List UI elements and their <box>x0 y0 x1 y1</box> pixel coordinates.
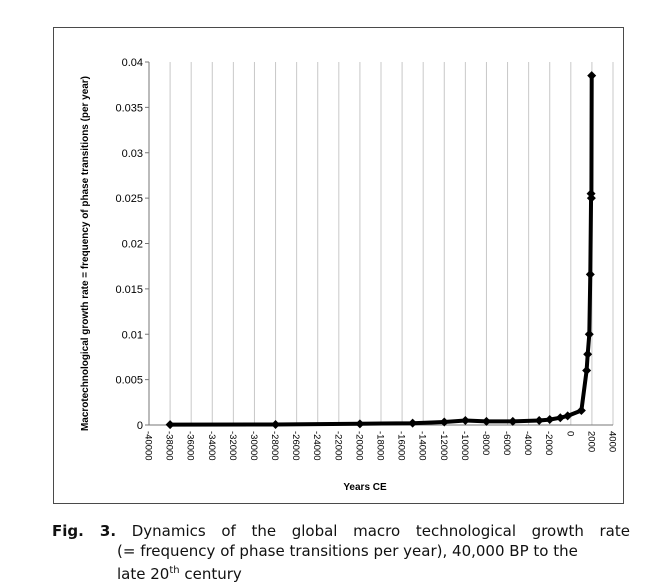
y-tick-label: 0.01 <box>122 329 143 341</box>
x-tick-label: -20000 <box>353 431 364 461</box>
series <box>165 71 597 430</box>
axes <box>145 61 613 426</box>
x-tick-label: -24000 <box>311 431 322 461</box>
data-point-marker <box>586 193 596 203</box>
caption-line-1: Fig. 3. Dynamics of the global macro tec… <box>52 521 630 541</box>
series-line <box>170 75 594 427</box>
x-tick-label: 0 <box>564 431 575 436</box>
line-chart: 0 0.005 0.01 0.015 0.02 0.025 0.03 0.035 0.04 -4… <box>80 57 618 493</box>
x-tick-label: 2000 <box>585 431 596 452</box>
x-tick-label: -18000 <box>375 431 386 461</box>
caption-line-2: (= frequency of phase transitions per ye… <box>117 542 578 560</box>
data-point-marker <box>481 416 491 426</box>
y-axis-title: Macrotechnological growth rate = frequen… <box>80 76 91 431</box>
x-tick-label: -36000 <box>185 431 196 461</box>
data-point-marker <box>165 420 175 430</box>
data-point-marker <box>584 329 594 339</box>
x-tick-label: -2000 <box>543 431 554 455</box>
data-point-marker <box>545 415 555 425</box>
x-tick-label: -34000 <box>206 431 217 461</box>
y-tick-label: 0.04 <box>122 57 143 69</box>
x-tick-label: 4000 <box>607 431 618 452</box>
x-tick-label: -8000 <box>480 431 491 455</box>
y-tick-label: 0.015 <box>115 284 143 296</box>
x-tick-label: -32000 <box>227 431 238 461</box>
data-point-marker <box>576 405 586 415</box>
figure-caption: Fig. 3. Dynamics of the global macro tec… <box>52 521 632 584</box>
data-point-marker <box>583 349 593 359</box>
y-tick-labels: 0 0.005 0.01 0.015 0.02 0.025 0.03 0.035 0.04 <box>115 57 143 432</box>
x-tick-label: -14000 <box>417 431 428 461</box>
x-tick-label: -38000 <box>164 431 175 461</box>
x-axis-title: Years CE <box>343 482 387 493</box>
data-point-marker <box>408 418 418 428</box>
data-point-marker <box>555 413 565 423</box>
caption-line-3: late 20th century <box>52 561 632 584</box>
x-tick-label: -12000 <box>438 431 449 461</box>
x-tick-labels: -40000 -38000 -36000 -34000 -32000 -30000 -280… <box>143 431 618 461</box>
x-tick-label: -6000 <box>501 431 512 455</box>
x-tick-label: -4000 <box>522 431 533 455</box>
data-point-marker <box>534 415 544 425</box>
data-point-marker <box>355 419 365 429</box>
y-tick-label: 0.03 <box>122 148 143 160</box>
caption-text-3b: century <box>179 565 242 583</box>
data-point-marker <box>460 415 470 425</box>
x-tick-label: -10000 <box>459 431 470 461</box>
caption-text-3a: late 20 <box>117 565 170 583</box>
y-tick-label: 0 <box>137 420 143 432</box>
data-point-marker <box>439 417 449 427</box>
x-tick-label: -22000 <box>332 431 343 461</box>
data-point-marker <box>585 269 595 279</box>
x-tick-label: -28000 <box>269 431 280 461</box>
caption-superscript: th <box>169 565 180 576</box>
x-tick-label: -26000 <box>290 431 301 461</box>
data-point-marker <box>563 411 573 421</box>
x-tick-label: -16000 <box>396 431 407 461</box>
y-tick-label: 0.02 <box>122 239 143 251</box>
y-tick-label: 0.025 <box>115 193 143 205</box>
data-point-marker <box>582 366 592 376</box>
grid <box>169 62 614 425</box>
figure-label: Fig. 3. <box>52 522 117 540</box>
data-point-marker <box>508 416 518 426</box>
caption-text-1: Dynamics of the global macro technologic… <box>131 522 630 540</box>
x-tick-label: -30000 <box>248 431 259 461</box>
chart-frame: 0 0.005 0.01 0.015 0.02 0.025 0.03 0.035 0.04 -4… <box>53 27 624 504</box>
y-tick-label: 0.005 <box>115 375 143 387</box>
x-tick-label: -40000 <box>143 431 154 461</box>
data-point-marker <box>587 71 597 81</box>
data-point-marker <box>271 420 281 430</box>
y-tick-label: 0.035 <box>115 102 143 114</box>
